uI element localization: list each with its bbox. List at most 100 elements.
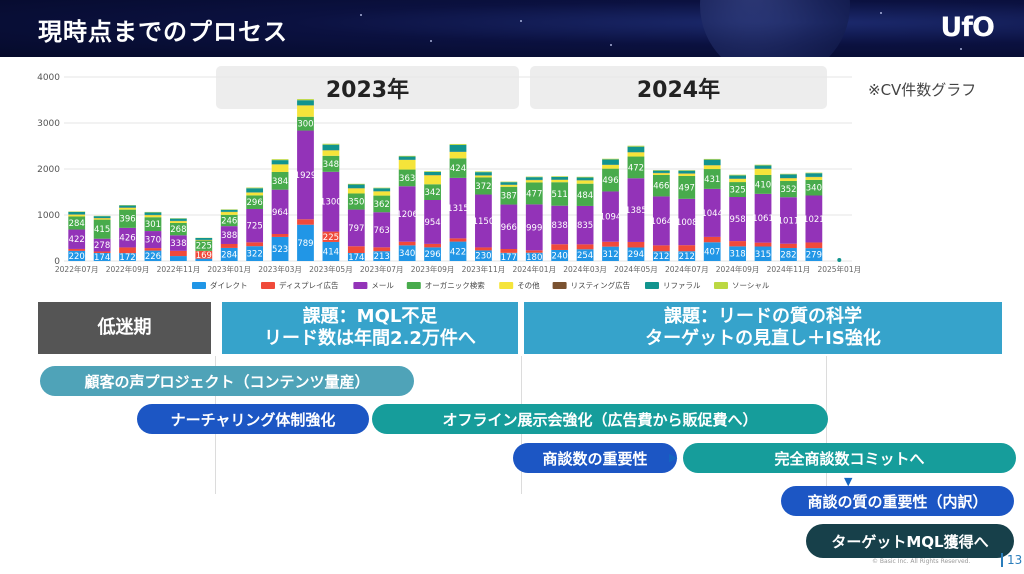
bar-segment — [424, 247, 441, 261]
data-label: 384 — [272, 177, 288, 187]
bar-segment — [627, 145, 645, 147]
initiative-offline-exhibition: オフライン展示会強化（広告費から販促費へ） — [372, 404, 828, 434]
data-label: 338 — [170, 239, 186, 249]
bar-segment — [475, 194, 492, 248]
bar-segment — [602, 191, 619, 242]
bar-segment — [424, 171, 441, 176]
bar-segment — [297, 219, 314, 225]
bar-segment — [703, 169, 721, 189]
bar-segment — [373, 251, 391, 261]
cv-stacked-bar-chart: 0 1000 2000 3000 4000 220 422 284 174 278 415 172 42… — [37, 73, 861, 290]
bar-segment — [398, 169, 416, 187]
header-banner: 現時点までのプロセス UfO — [0, 0, 1024, 57]
legend-swatch — [552, 282, 567, 289]
data-label: 340 — [806, 184, 822, 194]
initiative-nurturing: ナーチャリング体制強化 — [137, 404, 369, 434]
legend-swatch — [645, 282, 659, 289]
bar-segment — [373, 187, 391, 189]
bar-segment — [678, 173, 696, 176]
data-label: 422 — [69, 235, 85, 245]
bar-segment — [703, 236, 721, 243]
bar-segment — [144, 217, 162, 232]
bar-segment — [322, 155, 340, 172]
data-label: 348 — [323, 160, 339, 170]
data-label: 180 — [526, 253, 542, 263]
bar-segment — [754, 242, 772, 247]
legend-label: その他 — [517, 280, 540, 290]
data-label: 797 — [348, 224, 364, 234]
x-tick-label: 2023年03月 — [258, 264, 302, 274]
bar-segment — [169, 218, 187, 221]
bar-segment — [551, 205, 569, 245]
bar-segment — [271, 164, 289, 172]
data-label: 477 — [526, 189, 542, 199]
bar-segment — [780, 173, 797, 175]
phase-sublabel: ターゲットの見直し＋IS強化 — [645, 328, 881, 349]
bar-segment — [144, 215, 162, 218]
bar-segment — [805, 195, 823, 243]
bar-segment — [602, 164, 619, 169]
bar-segment — [398, 156, 416, 160]
bar-segment — [347, 246, 365, 253]
y-tick-label: 4000 — [37, 73, 60, 83]
bar-segment — [729, 182, 747, 198]
data-label: 1150 — [473, 217, 495, 227]
data-label: 763 — [374, 226, 390, 236]
data-label: 426 — [119, 234, 135, 244]
bar-segment — [500, 186, 518, 205]
bar-segment — [475, 247, 492, 251]
bar-segment — [780, 197, 797, 244]
bar-segment — [220, 209, 238, 212]
bar-segment — [271, 160, 289, 165]
bar-segment — [271, 236, 289, 261]
data-label: 415 — [94, 225, 110, 235]
data-label: 964 — [272, 208, 288, 218]
bar-segment — [780, 243, 797, 249]
bar-segment — [627, 178, 645, 242]
bar-segment — [500, 252, 518, 261]
bar-segment — [322, 231, 340, 242]
data-label: 1008 — [676, 218, 698, 228]
data-label: 431 — [704, 175, 720, 185]
bar-segment — [93, 251, 111, 253]
data-label: 363 — [399, 174, 415, 184]
bar-segment — [398, 241, 416, 246]
bar-segment — [271, 189, 289, 234]
bar-segment — [551, 244, 569, 250]
bar-segment — [297, 105, 314, 117]
bar-segment — [271, 233, 289, 237]
bar-segment — [780, 178, 797, 182]
x-tick-label: 2023年05月 — [309, 264, 353, 274]
bar-segment — [297, 224, 314, 261]
bar-segment — [246, 208, 264, 243]
data-label: 1385 — [625, 206, 647, 216]
x-tick-label: 2023年01月 — [207, 264, 251, 274]
bar-segment — [627, 156, 645, 179]
initiative-target-mql: ターゲットMQL獲得へ — [806, 524, 1014, 558]
bar-segment — [449, 238, 467, 242]
bar-segment — [119, 205, 136, 208]
company-logo: UfO — [940, 12, 995, 43]
data-label: 352 — [780, 185, 796, 195]
bar-segment — [373, 195, 391, 213]
data-label: 372 — [475, 182, 491, 192]
bar-segment — [398, 186, 416, 242]
x-tick-label: 2023年11月 — [462, 264, 506, 274]
data-label: 325 — [729, 186, 745, 196]
data-label: 294 — [628, 250, 644, 260]
bar-segment — [525, 182, 543, 205]
bar-segment — [805, 248, 823, 261]
bar-segment — [602, 241, 619, 247]
star-decoration — [520, 20, 522, 22]
arrow-right-icon: ▶ — [669, 451, 678, 464]
data-label: 424 — [450, 164, 466, 174]
bar-segment — [754, 168, 772, 175]
data-label: 342 — [424, 188, 440, 198]
bar-segment — [805, 242, 823, 249]
bar-segment — [500, 182, 518, 185]
bar-segment — [119, 207, 136, 210]
bar-segment — [93, 252, 111, 261]
data-label: 511 — [552, 190, 568, 200]
data-label: 282 — [780, 251, 796, 261]
bar-segment — [525, 204, 543, 251]
